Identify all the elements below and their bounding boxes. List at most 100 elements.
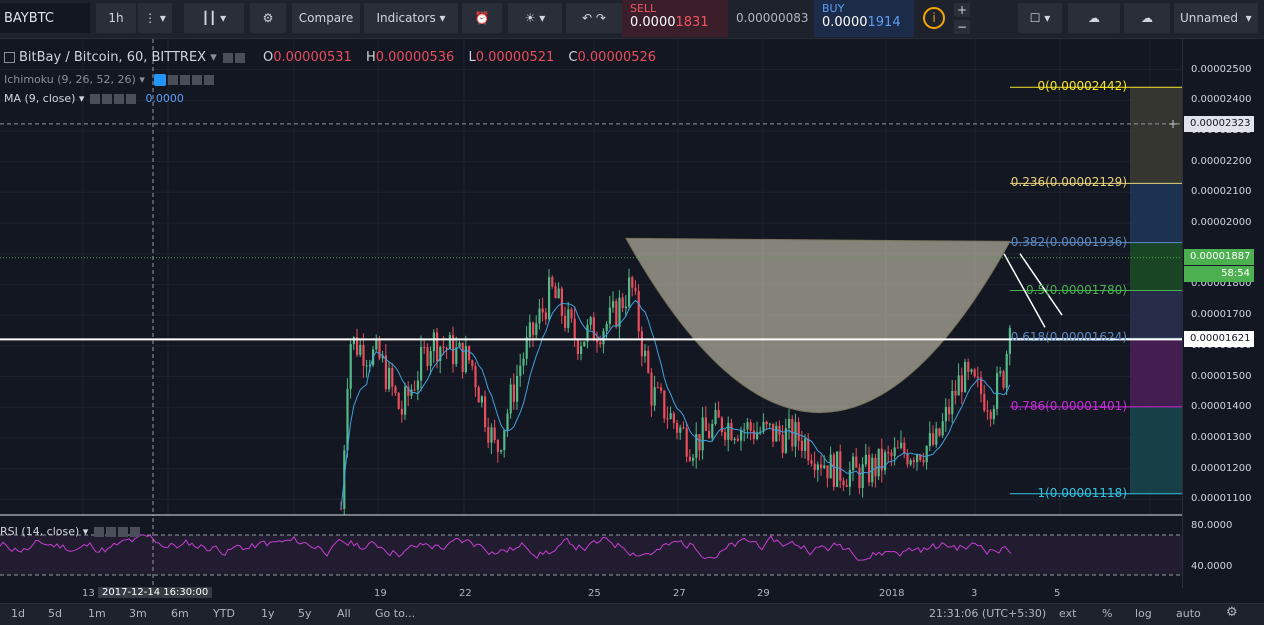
price-tick: 0.00002000 — [1191, 217, 1252, 228]
candle-body — [740, 430, 743, 441]
price-chart[interactable]: + BitBay / Bitcoin, 60, BITTREX ▾ O0.000… — [0, 39, 1182, 516]
range-5d[interactable]: 5d — [48, 607, 62, 620]
crosshair-price: 0.00002323 — [1190, 118, 1251, 129]
candle-body — [541, 308, 544, 313]
fullscreen-button[interactable]: ☐ ▾ — [1018, 3, 1062, 33]
bottom-toolbar: 1d 5d 1m 3m 6m YTD 1y 5y All Go to... 21… — [0, 603, 1264, 625]
save-layout-button[interactable]: ☁ — [1124, 3, 1170, 33]
goto-button[interactable]: Go to... — [375, 607, 416, 620]
price-tick: 0.00001400 — [1191, 401, 1252, 413]
candle-body — [576, 339, 579, 354]
cup-pattern — [625, 237, 1011, 414]
candle-body — [682, 427, 685, 429]
eye-icon[interactable] — [154, 74, 167, 86]
candle-body — [621, 297, 624, 309]
candle-body — [941, 421, 944, 436]
interval-button[interactable]: 1h — [96, 3, 136, 33]
info-button[interactable]: i — [920, 3, 948, 33]
candle-body — [1002, 371, 1005, 388]
candle-body — [848, 470, 851, 487]
candle-body — [455, 347, 458, 365]
candle-body — [564, 315, 567, 328]
undo-button[interactable]: ↶ ↷ — [566, 3, 622, 33]
rsi-tick-80-label: 80.0000 — [1191, 520, 1233, 531]
range-5y[interactable]: 5y — [298, 607, 312, 620]
candle-body — [800, 440, 803, 451]
candle-body — [653, 387, 656, 406]
candle-body — [861, 464, 864, 489]
range-1m[interactable]: 1m — [88, 607, 106, 620]
layout-name-button[interactable]: Unnamed ▾ — [1174, 3, 1258, 33]
candle-body — [416, 380, 419, 390]
range-3m[interactable]: 3m — [129, 607, 147, 620]
candle-body — [548, 277, 551, 320]
ext-toggle[interactable]: ext — [1059, 607, 1077, 620]
fib-label: 0.5(0.00001780) — [1026, 282, 1127, 297]
candle-body — [746, 422, 749, 430]
candle-body — [794, 422, 797, 447]
candle-body — [880, 448, 883, 471]
time-label-2: 22 — [459, 588, 472, 599]
settings-gear-icon[interactable]: ⚙ — [1226, 605, 1238, 620]
interval-menu-button[interactable]: ⋮ ▾ — [138, 3, 172, 33]
chart-style-button[interactable]: ┃┃ ▾ — [184, 3, 244, 33]
candle-body — [605, 323, 608, 331]
candle-body — [730, 423, 733, 441]
candle-body — [516, 375, 519, 402]
log-toggle[interactable]: log — [1135, 607, 1152, 620]
rsi-tick-80: 80.0000 — [1191, 520, 1232, 531]
compare-button[interactable]: Compare — [292, 3, 360, 33]
ma-legend[interactable]: MA (9, close) ▾ 0.0000 — [4, 92, 184, 105]
buy-quote[interactable]: BUY 0.00001914 — [814, 0, 914, 37]
range-1y[interactable]: 1y — [261, 607, 275, 620]
candle-body — [663, 390, 666, 419]
candle-body — [983, 393, 986, 411]
range-all[interactable]: All — [337, 607, 351, 620]
sell-quote[interactable]: SELL 0.00001831 — [622, 0, 728, 37]
candle-body — [765, 421, 768, 425]
crosshair-plus-icon: + — [1168, 117, 1178, 131]
zoom-out-button[interactable]: − — [954, 20, 970, 34]
cloud-download-icon: ☁ — [1088, 11, 1100, 25]
indicators-button[interactable]: Indicators ▾ — [364, 3, 458, 33]
candle-body — [356, 337, 359, 355]
candle-body — [628, 277, 631, 307]
candle-body — [660, 387, 663, 391]
rsi-pane[interactable]: RSI (14, close) ▾ — [0, 518, 1182, 588]
candle-body — [960, 375, 963, 393]
candle-body — [788, 418, 791, 429]
high-value: 0.00000536 — [375, 50, 455, 65]
minus-icon: − — [956, 20, 968, 34]
ideas-button[interactable]: ☀ ▾ — [508, 3, 562, 33]
time-axis[interactable]: 13 2017-12-14 16:30:00 19 22 25 27 29 20… — [0, 587, 1264, 602]
percent-toggle[interactable]: % — [1102, 607, 1113, 620]
lightbulb-icon: ☀ ▾ — [524, 11, 546, 25]
clock[interactable]: 21:31:06 (UTC+5:30) — [929, 607, 1047, 620]
rsi-legend[interactable]: RSI (14, close) ▾ — [0, 525, 140, 538]
ma-label: MA (9, close) — [4, 92, 76, 105]
range-6m[interactable]: 6m — [171, 607, 189, 620]
time-label-text: 25 — [588, 588, 601, 599]
time-label-text: 19 — [374, 588, 387, 599]
alert-button[interactable]: ⏰ — [462, 3, 502, 33]
candle-body — [464, 346, 467, 373]
candle-body — [980, 377, 983, 394]
zoom-in-button[interactable]: + — [954, 3, 970, 17]
candle-body — [432, 332, 435, 352]
symbol-search[interactable]: BAYBTC — [0, 3, 90, 33]
candle-body — [615, 301, 618, 327]
candle-body — [832, 454, 835, 487]
settings-button[interactable]: ⚙ — [250, 3, 286, 33]
candle-body — [973, 369, 976, 377]
candle-body — [535, 323, 538, 336]
price-axis[interactable]: 0.000025000.000024000.000023000.00002200… — [1182, 39, 1264, 588]
collapse-icon[interactable] — [4, 52, 15, 63]
rsi-canvas — [0, 518, 1182, 588]
range-ytd[interactable]: YTD — [213, 607, 235, 620]
load-layout-button[interactable]: ☁ — [1068, 3, 1120, 33]
range-1d[interactable]: 1d — [11, 607, 25, 620]
symbol-label: BAYBTC — [4, 10, 54, 26]
auto-toggle[interactable]: auto — [1176, 607, 1201, 620]
ichimoku-legend[interactable]: Ichimoku (9, 26, 52, 26) ▾ — [4, 73, 215, 86]
more-icon: ⋮ ▾ — [144, 11, 166, 25]
